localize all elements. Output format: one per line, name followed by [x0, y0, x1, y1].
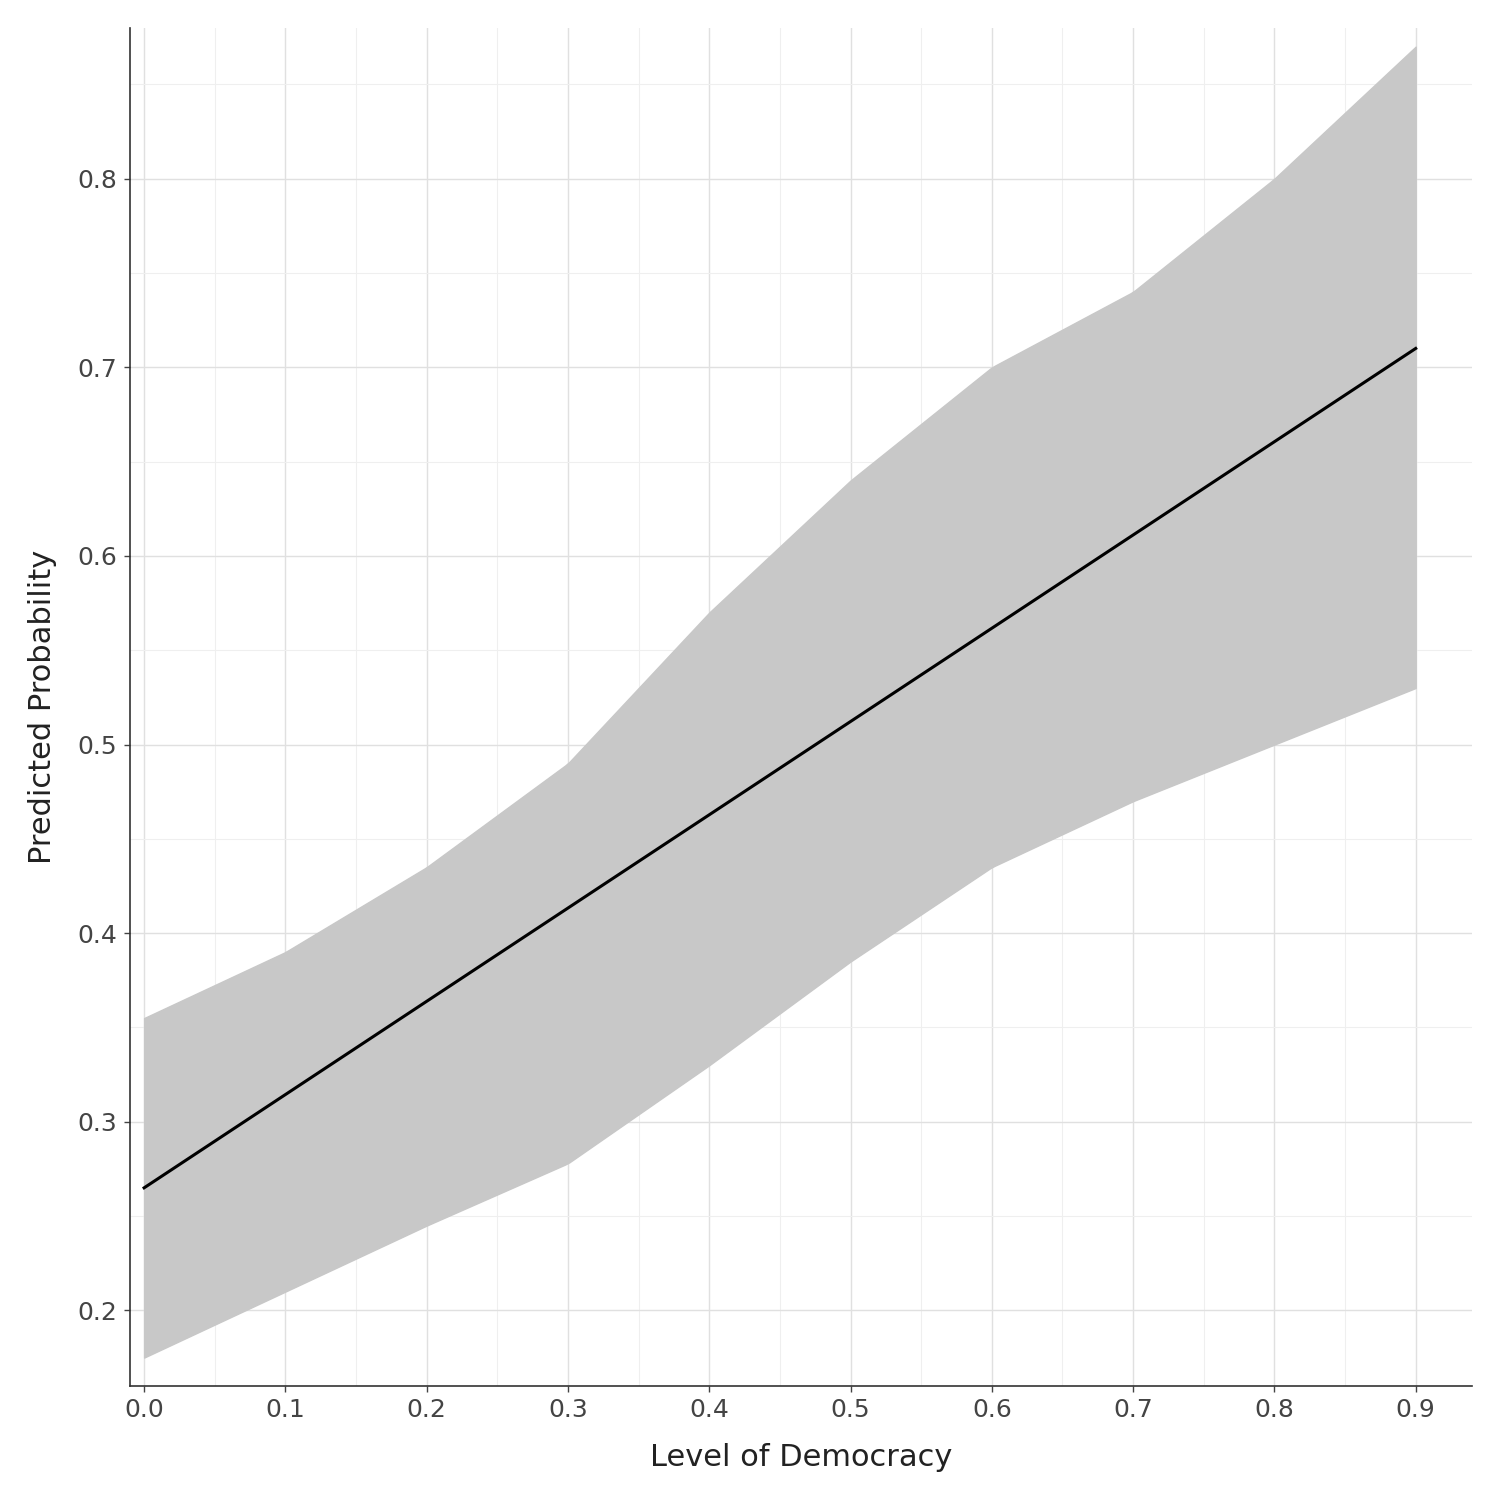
X-axis label: Level of Democracy: Level of Democracy: [650, 1443, 952, 1472]
Y-axis label: Predicted Probability: Predicted Probability: [28, 549, 57, 864]
